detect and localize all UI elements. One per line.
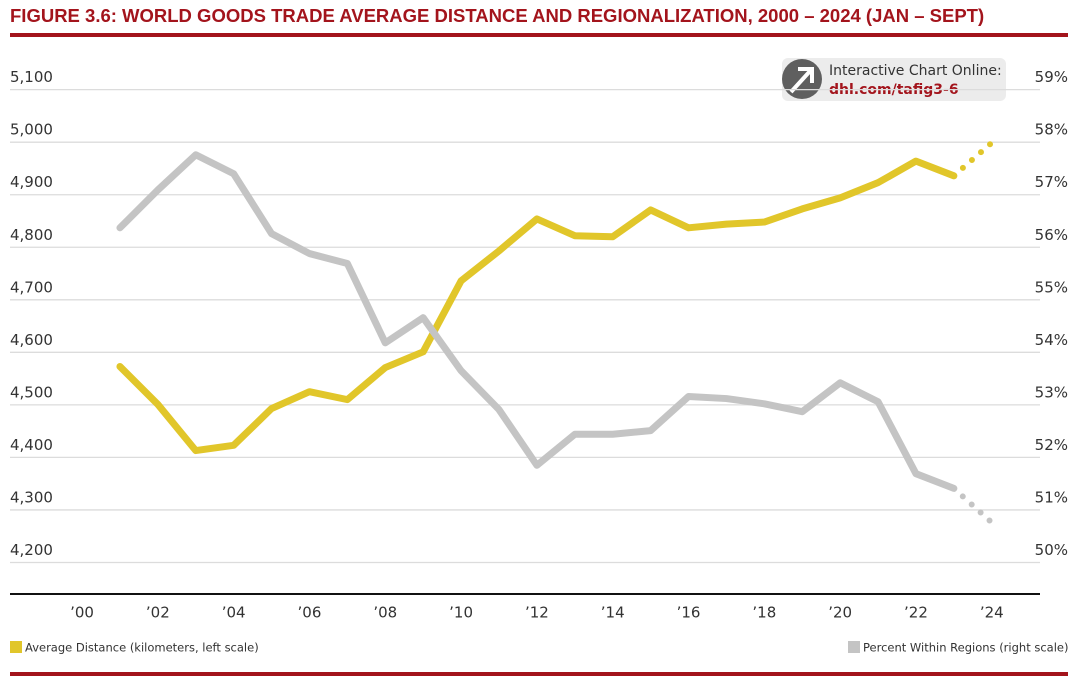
y-tick-label: 4,700 xyxy=(10,278,53,296)
legend-swatch xyxy=(848,641,860,653)
y2-tick-label: 53% xyxy=(1035,383,1068,401)
y2-tick-label: 59% xyxy=(1035,68,1068,86)
y2-tick-label: 56% xyxy=(1035,226,1068,244)
x-tick-label: ’00 xyxy=(70,604,94,622)
y2-tick-label: 52% xyxy=(1035,436,1068,454)
y2-tick-label: 58% xyxy=(1035,121,1068,139)
title-rule xyxy=(10,33,1068,37)
bottom-rule xyxy=(10,672,1068,676)
x-tick-label: ’02 xyxy=(146,604,170,622)
x-tick-label: ’20 xyxy=(828,604,852,622)
y-tick-label: 4,600 xyxy=(10,331,53,349)
y-tick-label: 4,800 xyxy=(10,226,53,244)
x-tick-label: ’08 xyxy=(373,604,397,622)
x-tick-label: ’06 xyxy=(298,604,322,622)
annotation-text: Interactive Chart Online: xyxy=(829,63,1002,79)
x-tick-label: ’04 xyxy=(222,604,246,622)
projected-line xyxy=(950,139,995,179)
y-tick-label: 4,400 xyxy=(10,436,53,454)
y2-tick-label: 51% xyxy=(1035,488,1068,506)
badge-arrow xyxy=(789,67,814,94)
annotation-badge: Interactive Chart Online: dhl.com/tafig3… xyxy=(782,58,1006,101)
y2-tick-label: 57% xyxy=(1035,173,1068,191)
y-tick-label: 4,500 xyxy=(10,383,53,401)
projected-line xyxy=(950,485,995,526)
x-tick-label: ’14 xyxy=(601,604,625,622)
x-tick-label: ’18 xyxy=(752,604,776,622)
y2-tick-label: 54% xyxy=(1035,331,1068,349)
legend-label: Percent Within Regions (right scale) xyxy=(863,641,1068,655)
y-tick-label: 4,300 xyxy=(10,488,53,506)
y-tick-label: 5,100 xyxy=(10,68,53,86)
x-tick-label: ’10 xyxy=(449,604,473,622)
legend-label: Average Distance (kilometers, left scale… xyxy=(25,641,259,655)
x-tick-label: ’22 xyxy=(904,604,928,622)
y-tick-label: 4,900 xyxy=(10,173,53,191)
y-tick-label: 5,000 xyxy=(10,121,53,139)
y-tick-label: 4,200 xyxy=(10,541,53,559)
series-line xyxy=(116,151,958,492)
y2-tick-label: 50% xyxy=(1035,541,1068,559)
legend-swatch xyxy=(10,641,22,653)
x-tick-label: ’24 xyxy=(980,604,1004,622)
chart-title: FIGURE 3.6: WORLD GOODS TRADE AVERAGE DI… xyxy=(10,5,984,26)
x-tick-label: ’16 xyxy=(677,604,701,622)
x-tick-label: ’12 xyxy=(525,604,549,622)
series-line xyxy=(116,157,958,455)
y2-tick-label: 55% xyxy=(1035,278,1068,296)
